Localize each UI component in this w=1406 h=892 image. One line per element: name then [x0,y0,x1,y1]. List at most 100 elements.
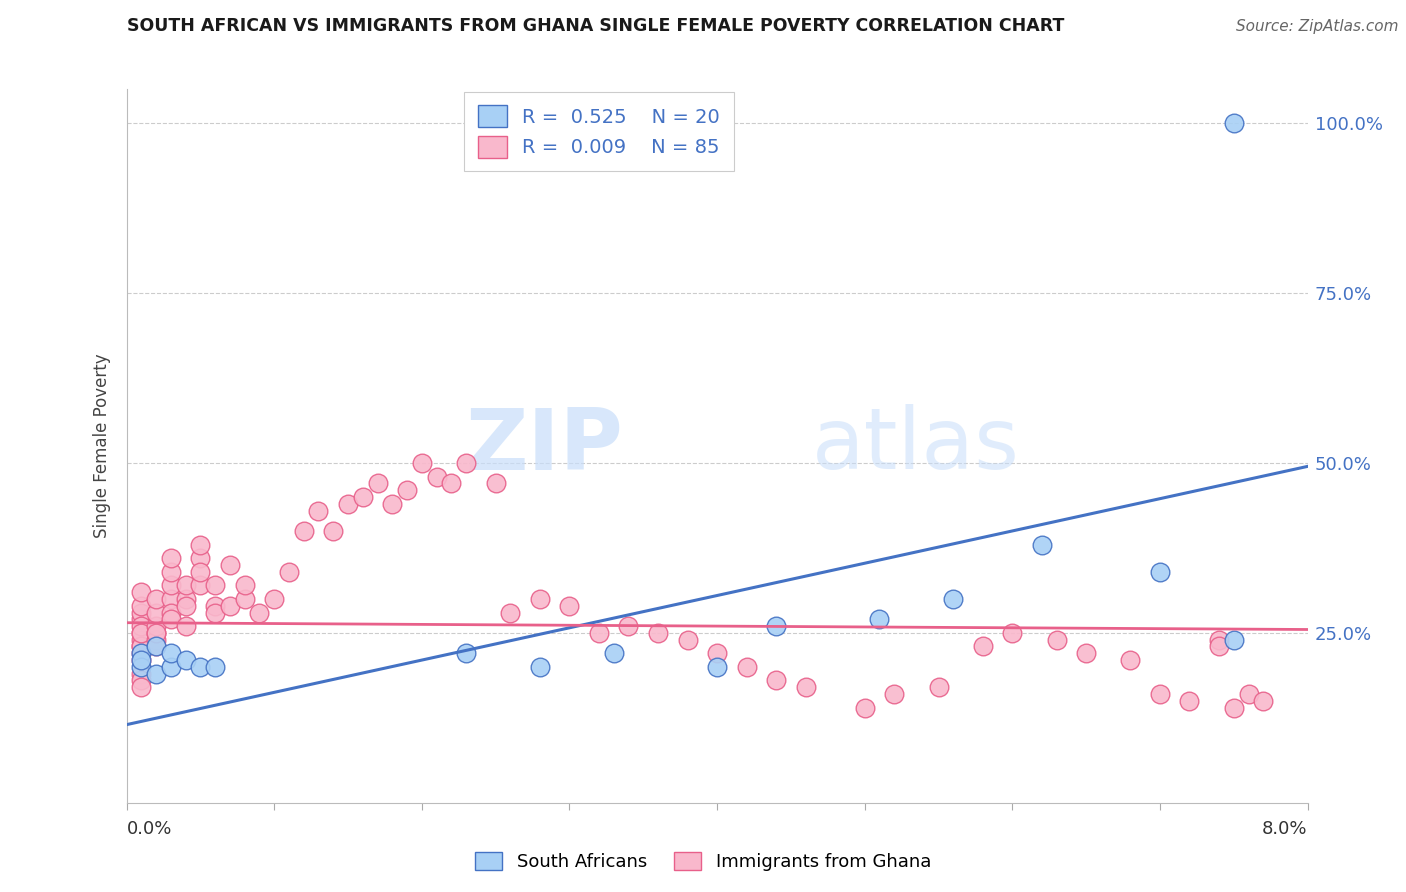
Point [1076,646,1098,660]
Point [1119,653,1142,667]
Point [129,646,153,660]
Point [883,687,905,701]
Point [529,660,551,674]
Point [278,565,301,579]
Point [1208,632,1230,647]
Point [129,653,153,667]
Point [735,660,758,674]
Point [263,591,285,606]
Point [204,606,226,620]
Point [160,565,183,579]
Point [972,640,994,654]
Point [219,558,242,572]
Point [174,619,197,633]
Point [247,606,270,620]
Point [204,660,226,674]
Point [529,591,551,606]
Point [1149,687,1171,701]
Point [868,612,891,626]
Point [145,632,167,647]
Point [765,619,787,633]
Point [188,660,211,674]
Point [174,578,197,592]
Point [145,640,167,654]
Point [352,490,374,504]
Point [160,578,183,592]
Point [484,476,508,491]
Point [454,646,477,660]
Point [558,599,581,613]
Text: ZIP: ZIP [465,404,623,488]
Point [129,619,153,633]
Point [928,680,950,694]
Point [396,483,419,498]
Point [145,666,167,681]
Point [292,524,315,538]
Point [1208,640,1230,654]
Point [322,524,344,538]
Point [129,680,153,694]
Point [129,632,153,647]
Point [129,626,153,640]
Point [129,640,153,654]
Point [233,591,256,606]
Point [499,606,522,620]
Text: Source: ZipAtlas.com: Source: ZipAtlas.com [1236,20,1399,34]
Point [145,606,167,620]
Point [188,565,211,579]
Point [617,619,640,633]
Text: 8.0%: 8.0% [1263,820,1308,838]
Point [129,626,153,640]
Point [853,700,876,714]
Legend: R =  0.525    N = 20, R =  0.009    N = 85: R = 0.525 N = 20, R = 0.009 N = 85 [464,92,734,171]
Text: atlas: atlas [811,404,1019,488]
Point [1045,632,1069,647]
Point [765,673,787,688]
Point [307,503,329,517]
Point [129,612,153,626]
Point [188,537,211,551]
Text: 0.0%: 0.0% [127,820,172,838]
Point [129,585,153,599]
Point [440,476,463,491]
Point [1178,694,1201,708]
Point [219,599,242,613]
Point [706,660,728,674]
Point [129,666,153,681]
Legend: South Africans, Immigrants from Ghana: South Africans, Immigrants from Ghana [468,845,938,879]
Point [129,646,153,660]
Point [588,626,610,640]
Point [1222,632,1246,647]
Point [1237,687,1260,701]
Point [425,469,447,483]
Point [129,640,153,654]
Point [676,632,699,647]
Point [794,680,817,694]
Point [454,456,477,470]
Point [174,591,197,606]
Point [204,578,226,592]
Point [145,619,167,633]
Point [1031,537,1053,551]
Point [381,497,404,511]
Point [647,626,669,640]
Point [942,591,965,606]
Point [129,660,153,674]
Point [145,626,167,640]
Point [145,640,167,654]
Point [1251,694,1274,708]
Point [174,599,197,613]
Point [188,551,211,566]
Point [411,456,433,470]
Point [1149,565,1171,579]
Point [129,653,153,667]
Point [337,497,360,511]
Point [174,653,197,667]
Point [160,591,183,606]
Point [160,551,183,566]
Point [160,660,183,674]
Point [160,646,183,660]
Point [204,599,226,613]
Point [1222,700,1246,714]
Text: SOUTH AFRICAN VS IMMIGRANTS FROM GHANA SINGLE FEMALE POVERTY CORRELATION CHART: SOUTH AFRICAN VS IMMIGRANTS FROM GHANA S… [127,17,1064,35]
